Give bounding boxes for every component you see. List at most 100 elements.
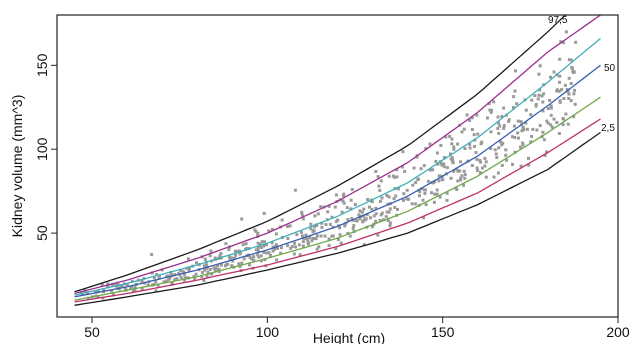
scatter-point — [479, 160, 483, 164]
scatter-point — [546, 107, 550, 110]
scatter-point — [229, 256, 233, 260]
scatter-point — [327, 204, 331, 208]
scatter-point — [489, 110, 493, 114]
scatter-point — [416, 178, 420, 181]
scatter-point — [450, 155, 454, 159]
scatter-point — [140, 279, 144, 283]
scatter-point — [307, 241, 311, 245]
scatter-point — [311, 230, 315, 234]
scatter-point — [306, 239, 310, 243]
scatter-point — [569, 99, 573, 103]
scatter-point — [451, 158, 455, 162]
scatter-point — [530, 135, 534, 138]
scatter-point — [202, 279, 206, 282]
scatter-point — [489, 130, 493, 134]
scatter-point — [309, 227, 313, 231]
scatter-point — [173, 277, 177, 281]
scatter-point — [225, 263, 228, 267]
scatter-point — [336, 238, 340, 241]
scatter-point — [500, 163, 504, 167]
scatter-point — [462, 183, 465, 187]
scatter-point — [483, 156, 487, 160]
curve-label: 50 — [604, 63, 616, 74]
scatter-point — [418, 190, 422, 194]
scatter-point — [498, 124, 502, 128]
scatter-point — [157, 276, 161, 280]
curve-labels: 97,5 50 2,5 — [548, 15, 616, 134]
scatter-point — [561, 41, 565, 45]
scatter-point — [346, 231, 350, 235]
scatter-point — [495, 156, 499, 160]
scatter-point — [286, 244, 289, 248]
scatter-point — [130, 285, 133, 289]
scatter-point — [527, 163, 531, 167]
scatter-point — [417, 194, 421, 198]
scatter-point — [546, 121, 550, 125]
scatter-point — [179, 276, 183, 279]
scatter-point — [129, 286, 133, 290]
scatter-point — [267, 251, 271, 255]
scatter-point — [572, 92, 576, 96]
scatter-point — [517, 136, 520, 140]
scatter-point — [256, 253, 260, 257]
scatter-point — [358, 209, 362, 213]
scatter-point — [219, 252, 223, 255]
scatter-point — [293, 241, 297, 245]
scatter-point — [423, 188, 427, 192]
scatter-point — [567, 97, 571, 100]
scatter-point — [557, 89, 561, 93]
scatter-point — [540, 94, 544, 98]
scatter-point — [275, 258, 279, 262]
scatter-point — [311, 236, 315, 240]
scatter-point — [407, 197, 411, 201]
scatter-point — [422, 216, 426, 220]
scatter-point — [552, 117, 556, 121]
scatter-point — [444, 135, 448, 139]
scatter-point — [298, 253, 302, 257]
scatter-point — [379, 213, 383, 217]
scatter-point — [115, 283, 119, 286]
scatter-point — [319, 205, 323, 209]
scatter-point — [338, 233, 342, 237]
scatter-point — [562, 117, 566, 121]
scatter-point — [524, 108, 528, 112]
scatter-point — [465, 113, 469, 117]
scatter-point — [209, 249, 213, 253]
scatter-point — [319, 234, 323, 238]
scatter-point — [512, 124, 516, 128]
scatter-point — [387, 210, 391, 214]
scatter-point — [334, 220, 338, 224]
scatter-point — [502, 126, 506, 130]
scatter-point — [349, 207, 353, 211]
scatter-point — [365, 213, 369, 217]
scatter-point — [378, 188, 382, 192]
scatter-point — [538, 88, 542, 92]
scatter-point — [286, 225, 289, 228]
scatter-point — [431, 168, 435, 172]
scatter-point — [270, 227, 274, 231]
scatter-point — [301, 217, 305, 221]
scatter-point — [548, 99, 552, 102]
scatter-point — [305, 237, 309, 241]
scatter-point — [256, 231, 260, 235]
scatter-point — [123, 286, 127, 290]
scatter-point — [497, 146, 501, 150]
scatter-point — [405, 188, 409, 192]
scatter-point — [297, 243, 301, 247]
scatter-point — [288, 224, 292, 228]
scatter-point — [316, 212, 320, 216]
scatter-point — [452, 169, 456, 173]
scatter-point — [205, 274, 209, 278]
scatter-point — [476, 169, 480, 172]
scatter-point — [262, 250, 266, 254]
scatter-point — [448, 134, 452, 138]
scatter-point — [543, 153, 547, 157]
scatter-point — [504, 153, 508, 157]
scatter-point — [323, 234, 327, 238]
scatter-point — [301, 244, 305, 248]
scatter-point — [558, 74, 562, 78]
scatter-point — [541, 109, 545, 113]
scatter-point — [387, 195, 391, 199]
scatter-point — [435, 188, 439, 192]
scatter-point — [315, 234, 319, 238]
